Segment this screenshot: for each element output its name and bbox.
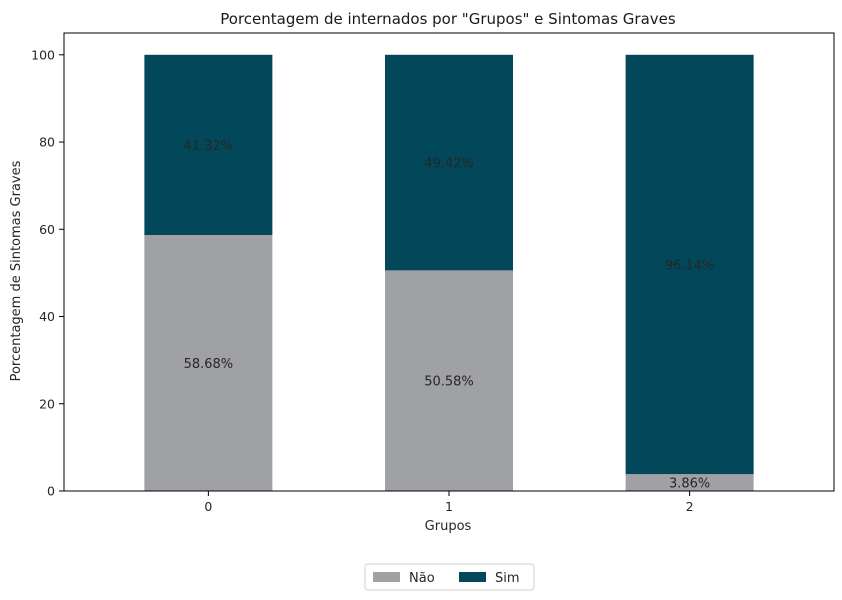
y-tick-label: 80 xyxy=(39,135,55,150)
y-tick-label: 20 xyxy=(39,396,55,411)
data-label: 58.68% xyxy=(184,357,234,372)
y-tick-label: 60 xyxy=(39,222,55,237)
bar-sim-0 xyxy=(144,54,273,236)
x-tick-label: 0 xyxy=(204,499,212,514)
legend-swatch-no xyxy=(373,572,400,582)
legend-swatch-sim xyxy=(459,572,486,582)
x-tick-label: 2 xyxy=(686,499,694,514)
data-label: 50.58% xyxy=(424,375,474,390)
legend-label: Sim xyxy=(495,571,520,586)
bar-no-0 xyxy=(144,235,273,491)
legend: Não Sim xyxy=(364,563,535,591)
legend-label: Não xyxy=(409,571,435,586)
x-axis-label: Grupos xyxy=(425,519,472,534)
y-tick-label: 0 xyxy=(47,484,55,499)
y-tick-label: 100 xyxy=(31,47,55,62)
data-label: 41.32% xyxy=(184,139,234,154)
bar-no-2 xyxy=(625,474,754,491)
bar-sim-1 xyxy=(385,54,513,271)
plot-area: 58.68%41.32%50.58%49.42%3.86%96.14%02040… xyxy=(31,32,835,514)
legend-box xyxy=(364,563,535,591)
data-label: 49.42% xyxy=(424,157,474,172)
y-tick-label: 40 xyxy=(39,309,55,324)
chart-title: Porcentagem de internados por "Grupos" e… xyxy=(220,10,676,28)
data-label: 96.14% xyxy=(665,258,715,273)
bar-sim-2 xyxy=(625,54,754,475)
x-tick-label: 1 xyxy=(445,499,453,514)
data-label: 3.86% xyxy=(669,477,710,492)
bar-no-1 xyxy=(385,270,513,491)
y-axis-label: Porcentagem de Sintomas Graves xyxy=(9,160,24,381)
